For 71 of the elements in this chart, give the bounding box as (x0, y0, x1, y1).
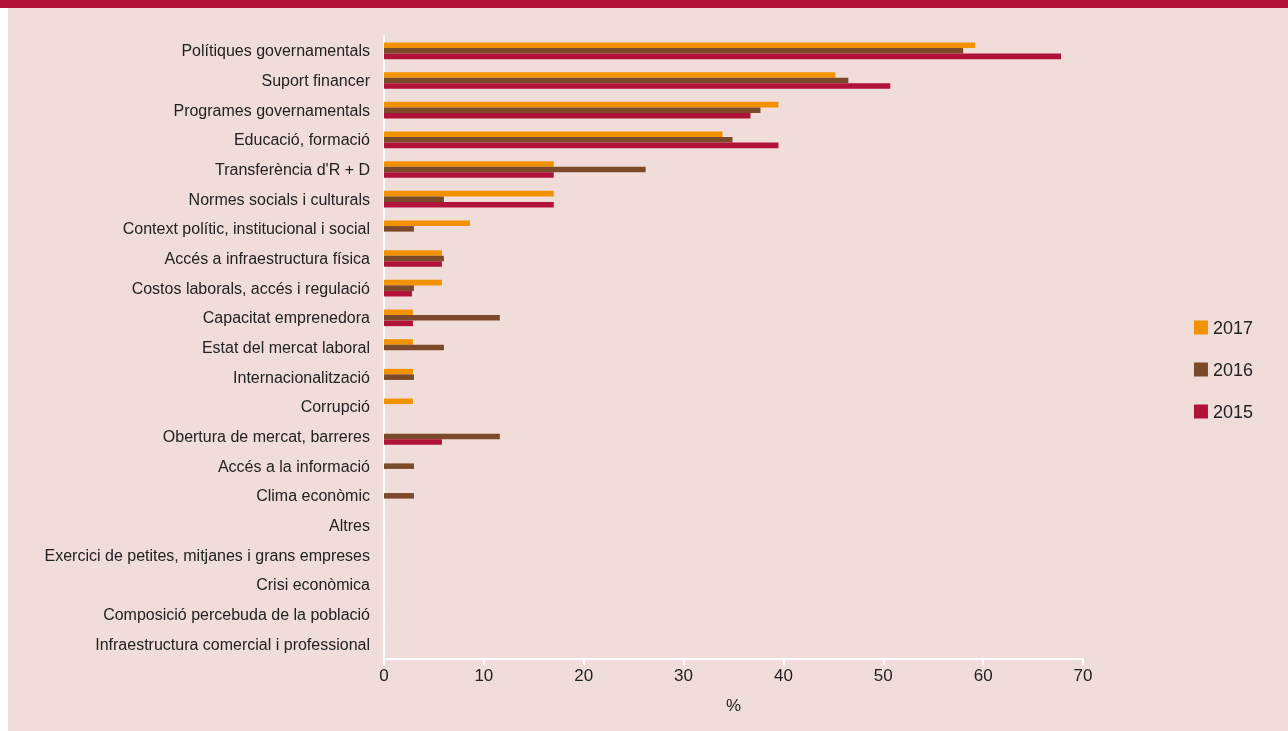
y-tick-label: Crisi econòmica (256, 576, 371, 594)
y-tick-label: Transferència d'R + D (215, 161, 370, 178)
y-tick-label: Polítiques governamentals (181, 42, 370, 60)
y-tick-label: Corrupció (300, 398, 371, 416)
bar (384, 101, 779, 108)
y-tick-label: Capacitat emprenedora (202, 309, 371, 327)
bar (384, 53, 1062, 60)
bar (384, 77, 849, 84)
y-tick-label: Context polític, institucional i social (122, 220, 370, 238)
bar (384, 261, 442, 267)
bar (384, 112, 751, 119)
bar (384, 463, 414, 469)
x-tick-label: 40 (773, 666, 793, 685)
bar (384, 131, 723, 138)
y-tick-label: Educació, formació (233, 131, 371, 149)
y-tick-label: Normes socials i culturals (188, 190, 370, 208)
bar (384, 309, 413, 316)
y-tick-label: Clima econòmic (256, 487, 370, 505)
bar (384, 368, 413, 375)
bar (384, 196, 444, 202)
y-tick-label: Costos laborals, accés i regulació (131, 279, 371, 297)
y-tick-label: Accés a infraestructura física (164, 250, 371, 267)
y-tick-label: Obertura de mercat, barreres (162, 428, 370, 445)
x-tick-label: 30 (674, 666, 694, 685)
bar (384, 250, 442, 256)
y-tick-label: Exercici de petites, mitjanes i grans empreses (44, 546, 370, 564)
y-tick-label: Infraestructura comercial i professional (95, 635, 370, 653)
bar (384, 48, 964, 54)
bar (384, 344, 444, 351)
y-tick-label: Programes governamentals (173, 101, 370, 119)
bar (384, 72, 836, 78)
x-tick-label: 0 (379, 666, 389, 685)
bar (384, 315, 500, 321)
bar (384, 255, 444, 262)
legend-label: 2017 (1212, 317, 1253, 338)
bar (384, 172, 554, 178)
bar (384, 166, 646, 173)
legend-label: 2016 (1212, 359, 1253, 380)
y-tick-label: Estat del mercat laboral (201, 339, 370, 356)
bar (384, 439, 442, 445)
bar (384, 220, 470, 227)
x-tick-label: 20 (574, 666, 594, 685)
bar (384, 285, 414, 291)
bar (384, 161, 554, 167)
bar (384, 226, 414, 232)
bar (384, 339, 413, 345)
x-tick-label: 60 (973, 666, 993, 685)
y-tick-label: Suport financer (261, 72, 371, 89)
bar (384, 374, 414, 380)
bar (384, 320, 413, 327)
x-tick-label: 70 (1073, 666, 1093, 685)
bar (384, 42, 976, 49)
bar (384, 142, 779, 149)
bar (384, 493, 414, 499)
x-axis-title: % (725, 696, 742, 715)
bar (384, 290, 412, 297)
x-tick-label: 50 (873, 666, 893, 685)
x-tick-label: 10 (474, 666, 494, 685)
bar (384, 107, 761, 113)
y-tick-label: Internacionalització (233, 368, 371, 386)
bar (384, 398, 413, 405)
y-tick-label: Composició percebuda de la població (103, 606, 371, 623)
bar (384, 83, 891, 89)
y-tick-label: Accés a la informació (217, 457, 371, 475)
bar (384, 433, 500, 440)
bar (384, 190, 554, 197)
y-tick-label: Altres (329, 517, 370, 534)
bar (384, 137, 733, 143)
legend-label: 2015 (1212, 401, 1253, 422)
bar (384, 279, 442, 286)
bar (384, 201, 554, 208)
